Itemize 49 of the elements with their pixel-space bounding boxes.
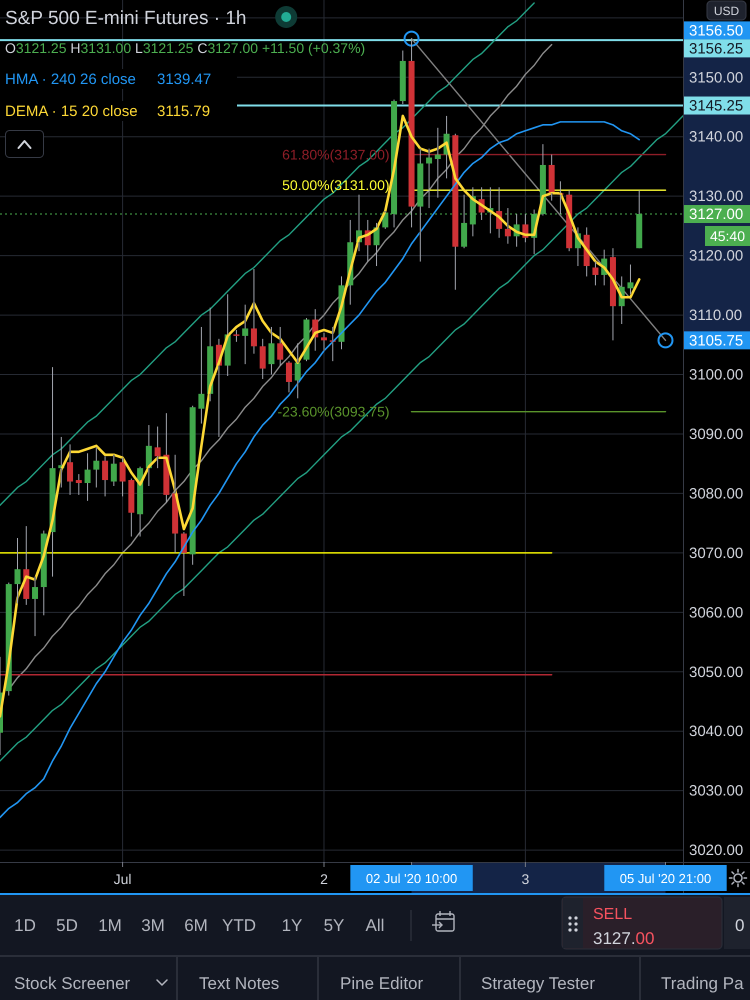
text: DEMA · 15 20 close <box>5 103 138 120</box>
text: Stock Screener <box>14 974 131 993</box>
text: 45:40 <box>710 228 746 244</box>
text: SELL <box>593 906 632 923</box>
y-tick-label: 3070.00 <box>689 544 744 562</box>
y-tick-label: 3050.00 <box>689 664 744 681</box>
x-tick-label: 3 <box>521 871 530 887</box>
text: 5D <box>56 916 78 935</box>
annotation: 3127.00 <box>207 40 262 56</box>
text: YTD <box>222 916 256 935</box>
annotation: 3139.47 <box>157 71 212 88</box>
y-tick-label: 3040.00 <box>689 723 744 740</box>
text: Text Notes <box>199 974 280 993</box>
text: 1M <box>98 916 122 935</box>
text: HMA · 240 26 close <box>5 71 136 88</box>
text: USD <box>714 4 740 18</box>
text: 0 <box>735 916 744 935</box>
y-tick-label: 3110.00 <box>689 307 742 324</box>
annotation: 3115.79 <box>157 103 210 120</box>
ref-line-label: 3145.25 <box>689 98 744 115</box>
y-tick-label: 3100.00 <box>689 366 744 384</box>
y-tick-label: 3080.00 <box>689 485 744 502</box>
y-tick-label: 3140.00 <box>689 128 744 146</box>
text: All <box>366 916 384 935</box>
text: Trading Pa <box>661 974 744 993</box>
text: 1D <box>14 916 36 935</box>
text: 3M <box>141 916 165 935</box>
y-tick-label: 3060.00 <box>689 604 744 622</box>
x-tick-label: Jul <box>114 871 132 887</box>
y-tick-label: 3156.50 <box>689 22 744 40</box>
y-tick-label: 3130.00 <box>689 188 744 206</box>
x-tick-label: 02 Jul '20 10:00 <box>366 871 458 886</box>
text: Strategy Tester <box>481 974 596 993</box>
text: 3127.00 <box>593 929 654 948</box>
x-tick-label: 05 Jul '20 21:00 <box>620 871 712 886</box>
x-tick-label: 2 <box>320 871 328 887</box>
y-tick-label: 3120.00 <box>689 248 744 265</box>
chart-title: S&P 500 E-mini Futures · 1h <box>5 8 246 29</box>
y-tick-label: 3105.75 <box>689 332 744 350</box>
text: 1Y <box>282 916 302 935</box>
text: Pine Editor <box>340 974 424 993</box>
y-tick-label: 3090.00 <box>689 426 744 443</box>
text: 6M <box>184 916 208 935</box>
ref-line-label: 3127.00 <box>689 206 744 224</box>
y-tick-label: 3020.00 <box>689 842 744 860</box>
text: 5Y <box>324 916 344 935</box>
y-tick-label: 3030.00 <box>689 782 744 800</box>
ref-line-label: 3156.25 <box>689 40 744 58</box>
y-tick-label: 3150.00 <box>689 69 744 86</box>
